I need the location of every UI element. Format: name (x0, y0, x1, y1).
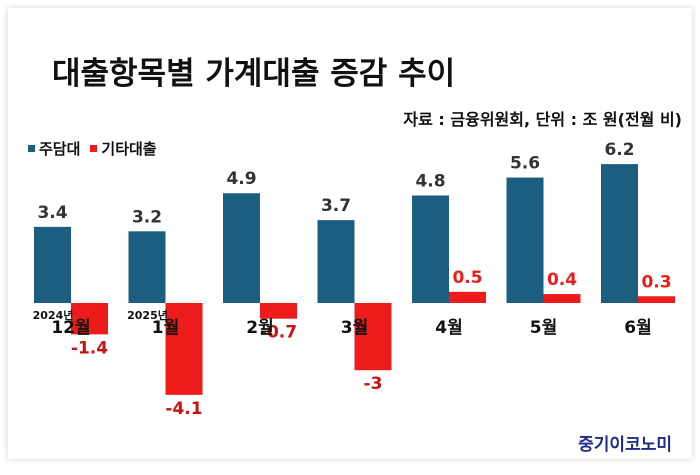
value-label-other: 0.5 (452, 268, 482, 288)
bar-housing (601, 164, 638, 303)
value-label-other: 0.4 (547, 270, 577, 290)
bar-other (543, 294, 581, 303)
legend: 주담대 기타대출 (28, 138, 157, 159)
category-label: 12월 (51, 318, 90, 338)
source-note: 자료 : 금융위원회, 단위 : 조 원(전월 비) (403, 110, 682, 129)
category-label: 1월 (152, 318, 179, 338)
bar-housing (412, 195, 449, 303)
legend-item-housing: 주담대 (28, 138, 80, 159)
bar-housing (317, 220, 355, 303)
bar-other (71, 303, 108, 335)
value-label-other: 0.3 (641, 272, 671, 292)
value-label-housing: 4.9 (226, 169, 256, 189)
bar-other (638, 296, 675, 303)
bar-housing (223, 193, 260, 303)
category-label: 6월 (624, 318, 651, 338)
value-label-housing: 3.2 (132, 207, 162, 227)
bar-other (165, 303, 203, 395)
value-label-housing: 3.4 (37, 203, 67, 223)
bar-housing (506, 177, 544, 303)
value-label-other: -1.4 (71, 338, 108, 358)
category-label: 5월 (530, 318, 557, 338)
year-label: 2024년 (33, 308, 74, 322)
bar-housing (128, 231, 166, 303)
bar-housing (34, 226, 71, 303)
legend-label-housing: 주담대 (39, 140, 81, 158)
brand-logo-text: 중기이코노미 (578, 435, 672, 455)
chart-title: 대출항목별 가계대출 증감 추이 (52, 56, 456, 92)
legend-swatch-housing (28, 145, 35, 152)
value-label-housing: 6.2 (604, 140, 634, 160)
legend-swatch-other (90, 145, 98, 152)
category-label: 4월 (435, 318, 462, 338)
value-label-other: -0.7 (260, 323, 297, 343)
year-label: 2025년 (127, 308, 168, 322)
category-label: 2월 (246, 318, 273, 338)
legend-label-other: 기타대출 (101, 140, 157, 158)
value-label-housing: 5.6 (510, 154, 540, 174)
value-label-housing: 3.7 (321, 196, 351, 216)
bar-other (449, 291, 486, 303)
value-label-other: -3 (364, 374, 383, 394)
legend-item-other: 기타대출 (90, 138, 157, 159)
value-label-housing: 4.8 (415, 171, 445, 191)
bar-other (354, 303, 392, 371)
chart-card: 대출항목별 가계대출 증감 추이 자료 : 금융위원회, 단위 : 조 원(전월… (8, 8, 692, 459)
value-label-other: -4.1 (165, 399, 202, 419)
category-label: 3월 (341, 318, 368, 338)
bar-other (260, 303, 297, 319)
